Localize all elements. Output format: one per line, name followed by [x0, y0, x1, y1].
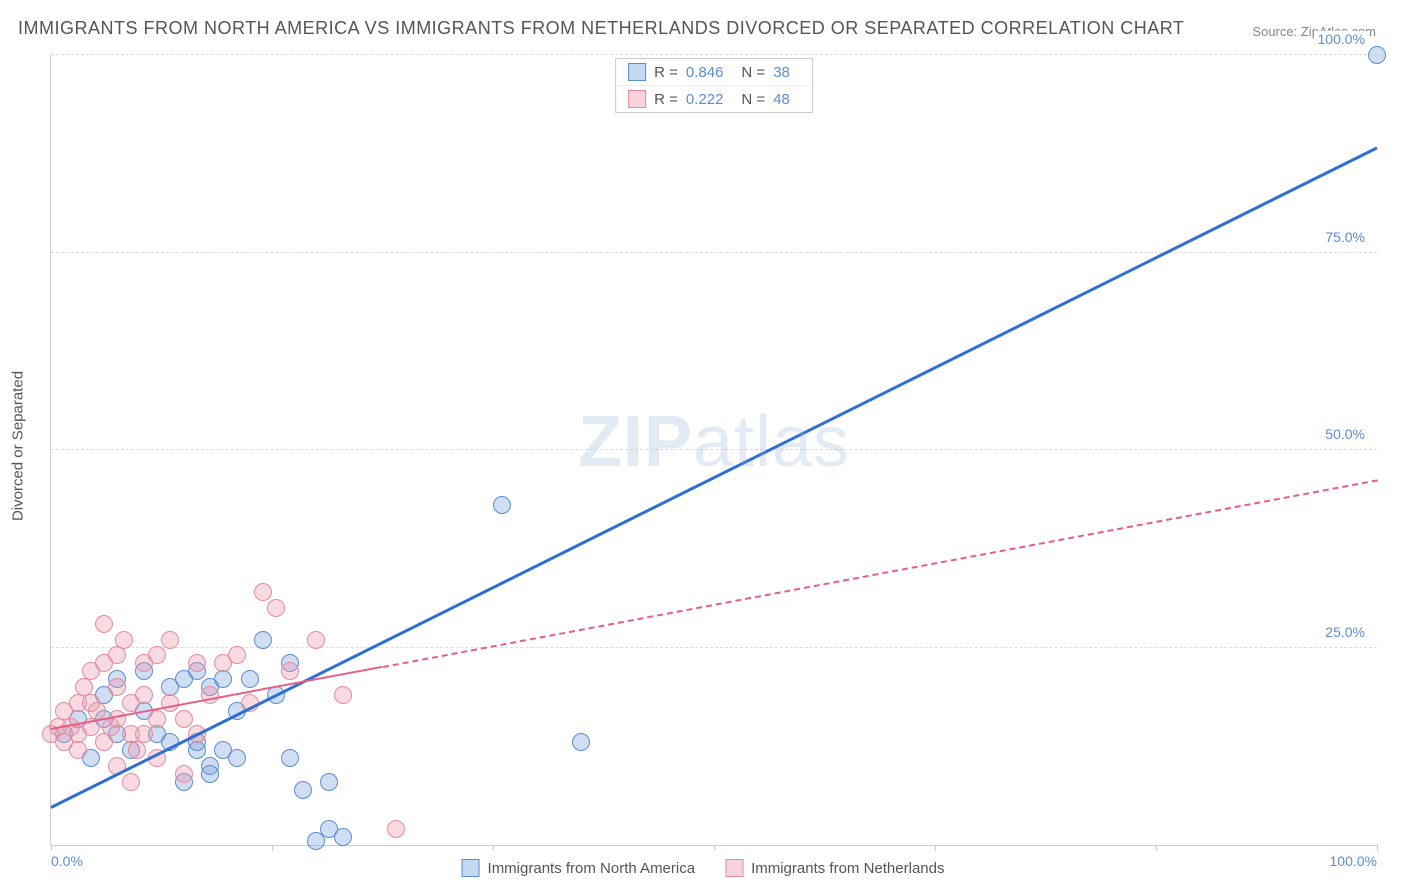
data-point — [334, 686, 352, 704]
x-tick — [51, 845, 52, 851]
data-point — [387, 820, 405, 838]
data-point — [175, 765, 193, 783]
legend-n-value: 48 — [773, 91, 790, 108]
x-tick — [935, 845, 936, 851]
x-tick — [493, 845, 494, 851]
legend-r-value: 0.222 — [686, 91, 724, 108]
x-tick — [1156, 845, 1157, 851]
legend-swatch — [628, 63, 646, 81]
source-label: Source: — [1252, 24, 1297, 39]
chart-title: IMMIGRANTS FROM NORTH AMERICA VS IMMIGRA… — [18, 18, 1184, 39]
data-point — [95, 615, 113, 633]
data-point — [334, 828, 352, 846]
legend-series-label: Immigrants from North America — [488, 860, 696, 877]
legend-row: R = 0.846 N = 38 — [616, 59, 812, 85]
data-point — [161, 631, 179, 649]
data-point — [95, 733, 113, 751]
gridline — [51, 449, 1377, 450]
legend-swatch — [628, 90, 646, 108]
legend-swatch — [725, 859, 743, 877]
data-point — [572, 733, 590, 751]
watermark: ZIPatlas — [578, 401, 850, 483]
legend-r-value: 0.846 — [686, 64, 724, 81]
data-point — [122, 773, 140, 791]
data-point — [1368, 46, 1386, 64]
x-tick — [1377, 845, 1378, 851]
watermark-bold: ZIP — [578, 402, 693, 482]
data-point — [128, 741, 146, 759]
gridline — [51, 252, 1377, 253]
data-point — [267, 599, 285, 617]
y-tick-label: 50.0% — [1321, 426, 1369, 442]
gridline — [51, 647, 1377, 648]
data-point — [175, 710, 193, 728]
data-point — [135, 725, 153, 743]
legend-n-value: 38 — [773, 64, 790, 81]
watermark-light: atlas — [693, 402, 850, 482]
legend-series: Immigrants from North America Immigrants … — [462, 859, 945, 877]
data-point — [228, 749, 246, 767]
legend-r-label: R = — [654, 91, 678, 108]
data-point — [135, 686, 153, 704]
legend-series-label: Immigrants from Netherlands — [751, 860, 944, 877]
data-point — [115, 631, 133, 649]
x-tick-label: 0.0% — [51, 853, 83, 869]
legend-swatch — [462, 859, 480, 877]
data-point — [493, 496, 511, 514]
x-tick-label: 100.0% — [1330, 853, 1377, 869]
data-point — [214, 670, 232, 688]
trend-line — [50, 147, 1377, 809]
y-tick-label: 75.0% — [1321, 229, 1369, 245]
x-tick — [714, 845, 715, 851]
legend-n-label: N = — [741, 64, 765, 81]
legend-series-item: Immigrants from North America — [462, 859, 696, 877]
data-point — [281, 662, 299, 680]
data-point — [307, 631, 325, 649]
data-point — [148, 710, 166, 728]
y-tick-label: 25.0% — [1321, 624, 1369, 640]
legend-series-item: Immigrants from Netherlands — [725, 859, 944, 877]
gridline — [51, 54, 1377, 55]
data-point — [161, 694, 179, 712]
y-tick-label: 100.0% — [1314, 31, 1369, 47]
legend-row: R = 0.222 N = 48 — [616, 85, 812, 112]
plot-area: ZIPatlas R = 0.846 N = 38 R = 0.222 N = 48 25.0… — [50, 55, 1377, 846]
data-point — [254, 631, 272, 649]
x-tick — [272, 845, 273, 851]
trend-line — [382, 480, 1377, 669]
data-point — [241, 670, 259, 688]
data-point — [148, 646, 166, 664]
legend-correlation-box: R = 0.846 N = 38 R = 0.222 N = 48 — [615, 58, 813, 113]
data-point — [108, 646, 126, 664]
data-point — [281, 749, 299, 767]
data-point — [228, 646, 246, 664]
data-point — [294, 781, 312, 799]
data-point — [320, 773, 338, 791]
data-point — [254, 583, 272, 601]
data-point — [108, 678, 126, 696]
data-point — [201, 765, 219, 783]
data-point — [188, 654, 206, 672]
y-axis-title: Divorced or Separated — [10, 371, 27, 521]
legend-r-label: R = — [654, 64, 678, 81]
legend-n-label: N = — [741, 91, 765, 108]
data-point — [69, 741, 87, 759]
